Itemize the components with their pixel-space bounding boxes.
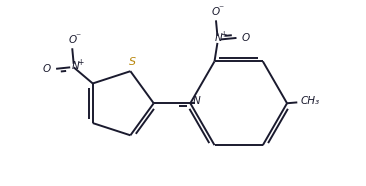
Text: ⁻: ⁻ (219, 4, 224, 14)
Text: ⁻: ⁻ (75, 32, 80, 42)
Text: +: + (77, 58, 83, 67)
Text: +: + (220, 30, 227, 39)
Text: O: O (69, 35, 77, 45)
Text: CH₃: CH₃ (300, 96, 320, 106)
Text: S: S (129, 57, 136, 67)
Text: O: O (242, 33, 250, 43)
Text: N: N (193, 96, 201, 106)
Text: O: O (212, 7, 220, 17)
Text: N: N (215, 33, 223, 43)
Text: O: O (43, 64, 51, 74)
Text: N: N (72, 61, 80, 71)
